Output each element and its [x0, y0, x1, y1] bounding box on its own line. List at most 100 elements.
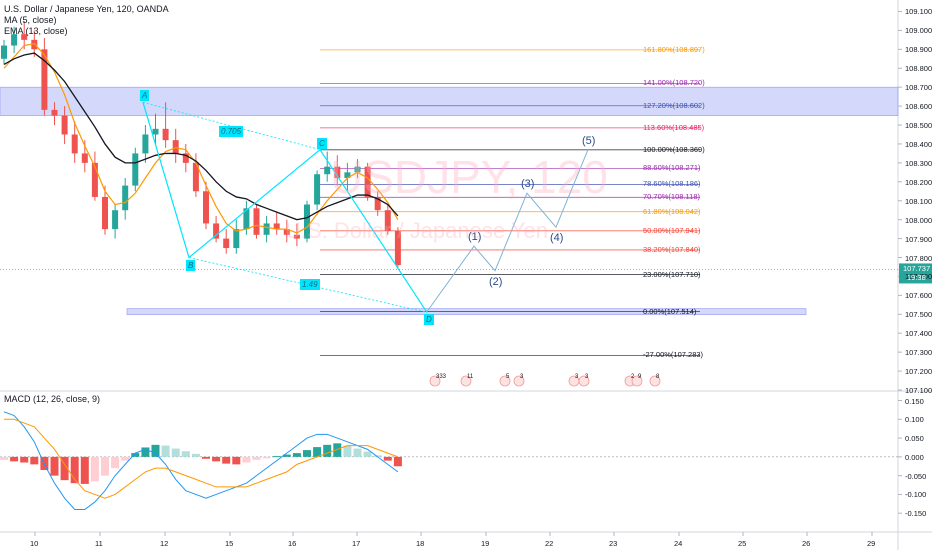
candle-body — [384, 210, 391, 232]
macd-histogram-bar — [353, 448, 362, 457]
macd-axis-label: -0.100 — [905, 490, 927, 500]
event-badge-count: 3 — [520, 374, 524, 380]
time-axis-label: 18 — [416, 539, 425, 548]
price-axis-label: 108.100 — [905, 196, 932, 206]
harmonic-point-label: C — [317, 137, 327, 149]
candle-body — [283, 229, 290, 235]
fib-level-label: 100.00%(108.369) — [643, 144, 705, 154]
harmonic-ratio-line — [142, 101, 321, 151]
macd-histogram-bar — [232, 456, 241, 465]
price-axis-label: 107.200 — [905, 367, 932, 377]
support-resistance-zone — [0, 86, 899, 116]
price-axis-label: 108.500 — [905, 121, 932, 131]
macd-histogram-bar — [373, 455, 382, 457]
price-axis-label: 107.800 — [905, 253, 932, 263]
event-badge-count: 2 — [631, 374, 635, 380]
candle-body — [172, 140, 179, 154]
candle-body — [142, 134, 149, 154]
candle-body — [51, 109, 58, 116]
candle-body — [182, 153, 189, 163]
time-axis-label: 10 — [30, 539, 39, 548]
event-badge-icon — [499, 375, 511, 387]
candle-body — [293, 234, 300, 239]
candle-body — [243, 208, 250, 230]
candle-body — [273, 223, 280, 230]
candle-body — [304, 204, 310, 239]
bar-countdown: 19:38 — [907, 273, 926, 283]
elliott-wave-label: (2) — [489, 275, 503, 288]
candle-body — [394, 231, 401, 266]
event-badge-count: 8 — [656, 374, 660, 380]
time-axis-label: 11 — [95, 539, 103, 548]
harmonic-point-label: D — [424, 314, 434, 326]
candle-body — [364, 166, 371, 197]
price-axis-label: 108.000 — [905, 215, 932, 225]
chart-legend: U.S. Dollar / Japanese Yen, 120, OANDA M… — [4, 4, 169, 37]
symbol-title[interactable]: U.S. Dollar / Japanese Yen, 120, OANDA — [4, 4, 169, 14]
candle-body — [162, 128, 169, 141]
candle-body — [91, 162, 98, 197]
fib-level-label: 113.60%(108.485) — [643, 122, 705, 132]
macd-histogram-bar — [282, 454, 291, 457]
elliott-wave-label: (4) — [550, 232, 564, 245]
macd-histogram-bar — [181, 451, 190, 457]
fib-level-label: 61.80%(108.042) — [643, 206, 701, 216]
price-axis-label: 108.300 — [905, 158, 932, 168]
event-badge-icon — [649, 375, 661, 387]
price-axis-label: 108.900 — [905, 45, 932, 55]
macd-histogram-bar — [202, 456, 210, 459]
elliott-projection-line — [426, 149, 589, 312]
price-axis-label: 107.700 — [905, 272, 932, 282]
candle-body — [122, 185, 129, 211]
candle-body — [132, 153, 139, 186]
macd-axis-label: 0.000 — [905, 452, 924, 462]
macd-histogram-bar — [252, 456, 261, 460]
price-axis-label: 107.100 — [905, 386, 932, 395]
macd-histogram-bar — [323, 444, 332, 457]
macd-histogram-bar — [303, 450, 311, 457]
time-axis-label: 29 — [867, 539, 876, 548]
ema-line — [3, 52, 399, 221]
event-badge-count: 333 — [436, 374, 447, 380]
macd-histogram-bar — [111, 456, 120, 469]
candle-body — [314, 174, 321, 205]
candle-body — [203, 191, 209, 224]
macd-histogram-bar — [393, 456, 402, 467]
event-badge-count: 5 — [506, 374, 510, 380]
candle-body — [152, 128, 159, 135]
candle-body — [102, 196, 108, 230]
macd-histogram-bar — [131, 453, 140, 457]
macd-histogram-bar — [50, 456, 59, 476]
macd-histogram-bar — [141, 447, 150, 457]
candle-body — [223, 238, 230, 249]
macd-histogram-bar — [151, 444, 160, 457]
fib-level-label: 38.20%(107.840) — [643, 244, 701, 254]
price-axis-label: 108.200 — [905, 177, 932, 187]
macd-line — [3, 411, 399, 510]
fib-level-label: 161.80%(108.897) — [643, 44, 705, 54]
harmonic-point-label: A — [140, 90, 150, 102]
ema-indicator-label[interactable]: EMA (13, close) — [4, 26, 68, 36]
event-badge-icon — [460, 375, 472, 387]
fib-level-label: 23.00%(107.710) — [643, 269, 701, 279]
candle-body — [324, 166, 331, 175]
macd-histogram-bar — [313, 447, 322, 457]
fib-level-label: 0.00%(107.514) — [643, 306, 697, 316]
current-price-badge — [899, 263, 932, 284]
macd-histogram-bar — [80, 456, 89, 484]
time-axis-label: 22 — [545, 539, 554, 548]
macd-histogram-bar — [262, 456, 271, 459]
candle-body — [11, 34, 18, 46]
fib-level-label: 70.70%(108.118) — [643, 192, 700, 202]
price-axis-label: 108.800 — [905, 64, 932, 74]
candle-body — [21, 34, 28, 40]
candle-body — [81, 153, 88, 163]
event-badge-icon — [429, 375, 441, 387]
macd-axis-label: -0.150 — [905, 509, 927, 519]
macd-axis-label: -0.050 — [905, 471, 927, 481]
macd-indicator-label[interactable]: MACD (12, 26, close, 9) — [4, 394, 101, 404]
ma-indicator-label[interactable]: MA (5, close) — [4, 15, 57, 25]
candle-body — [354, 166, 361, 173]
fib-level-label: 50.00%(107.941) — [643, 225, 701, 235]
